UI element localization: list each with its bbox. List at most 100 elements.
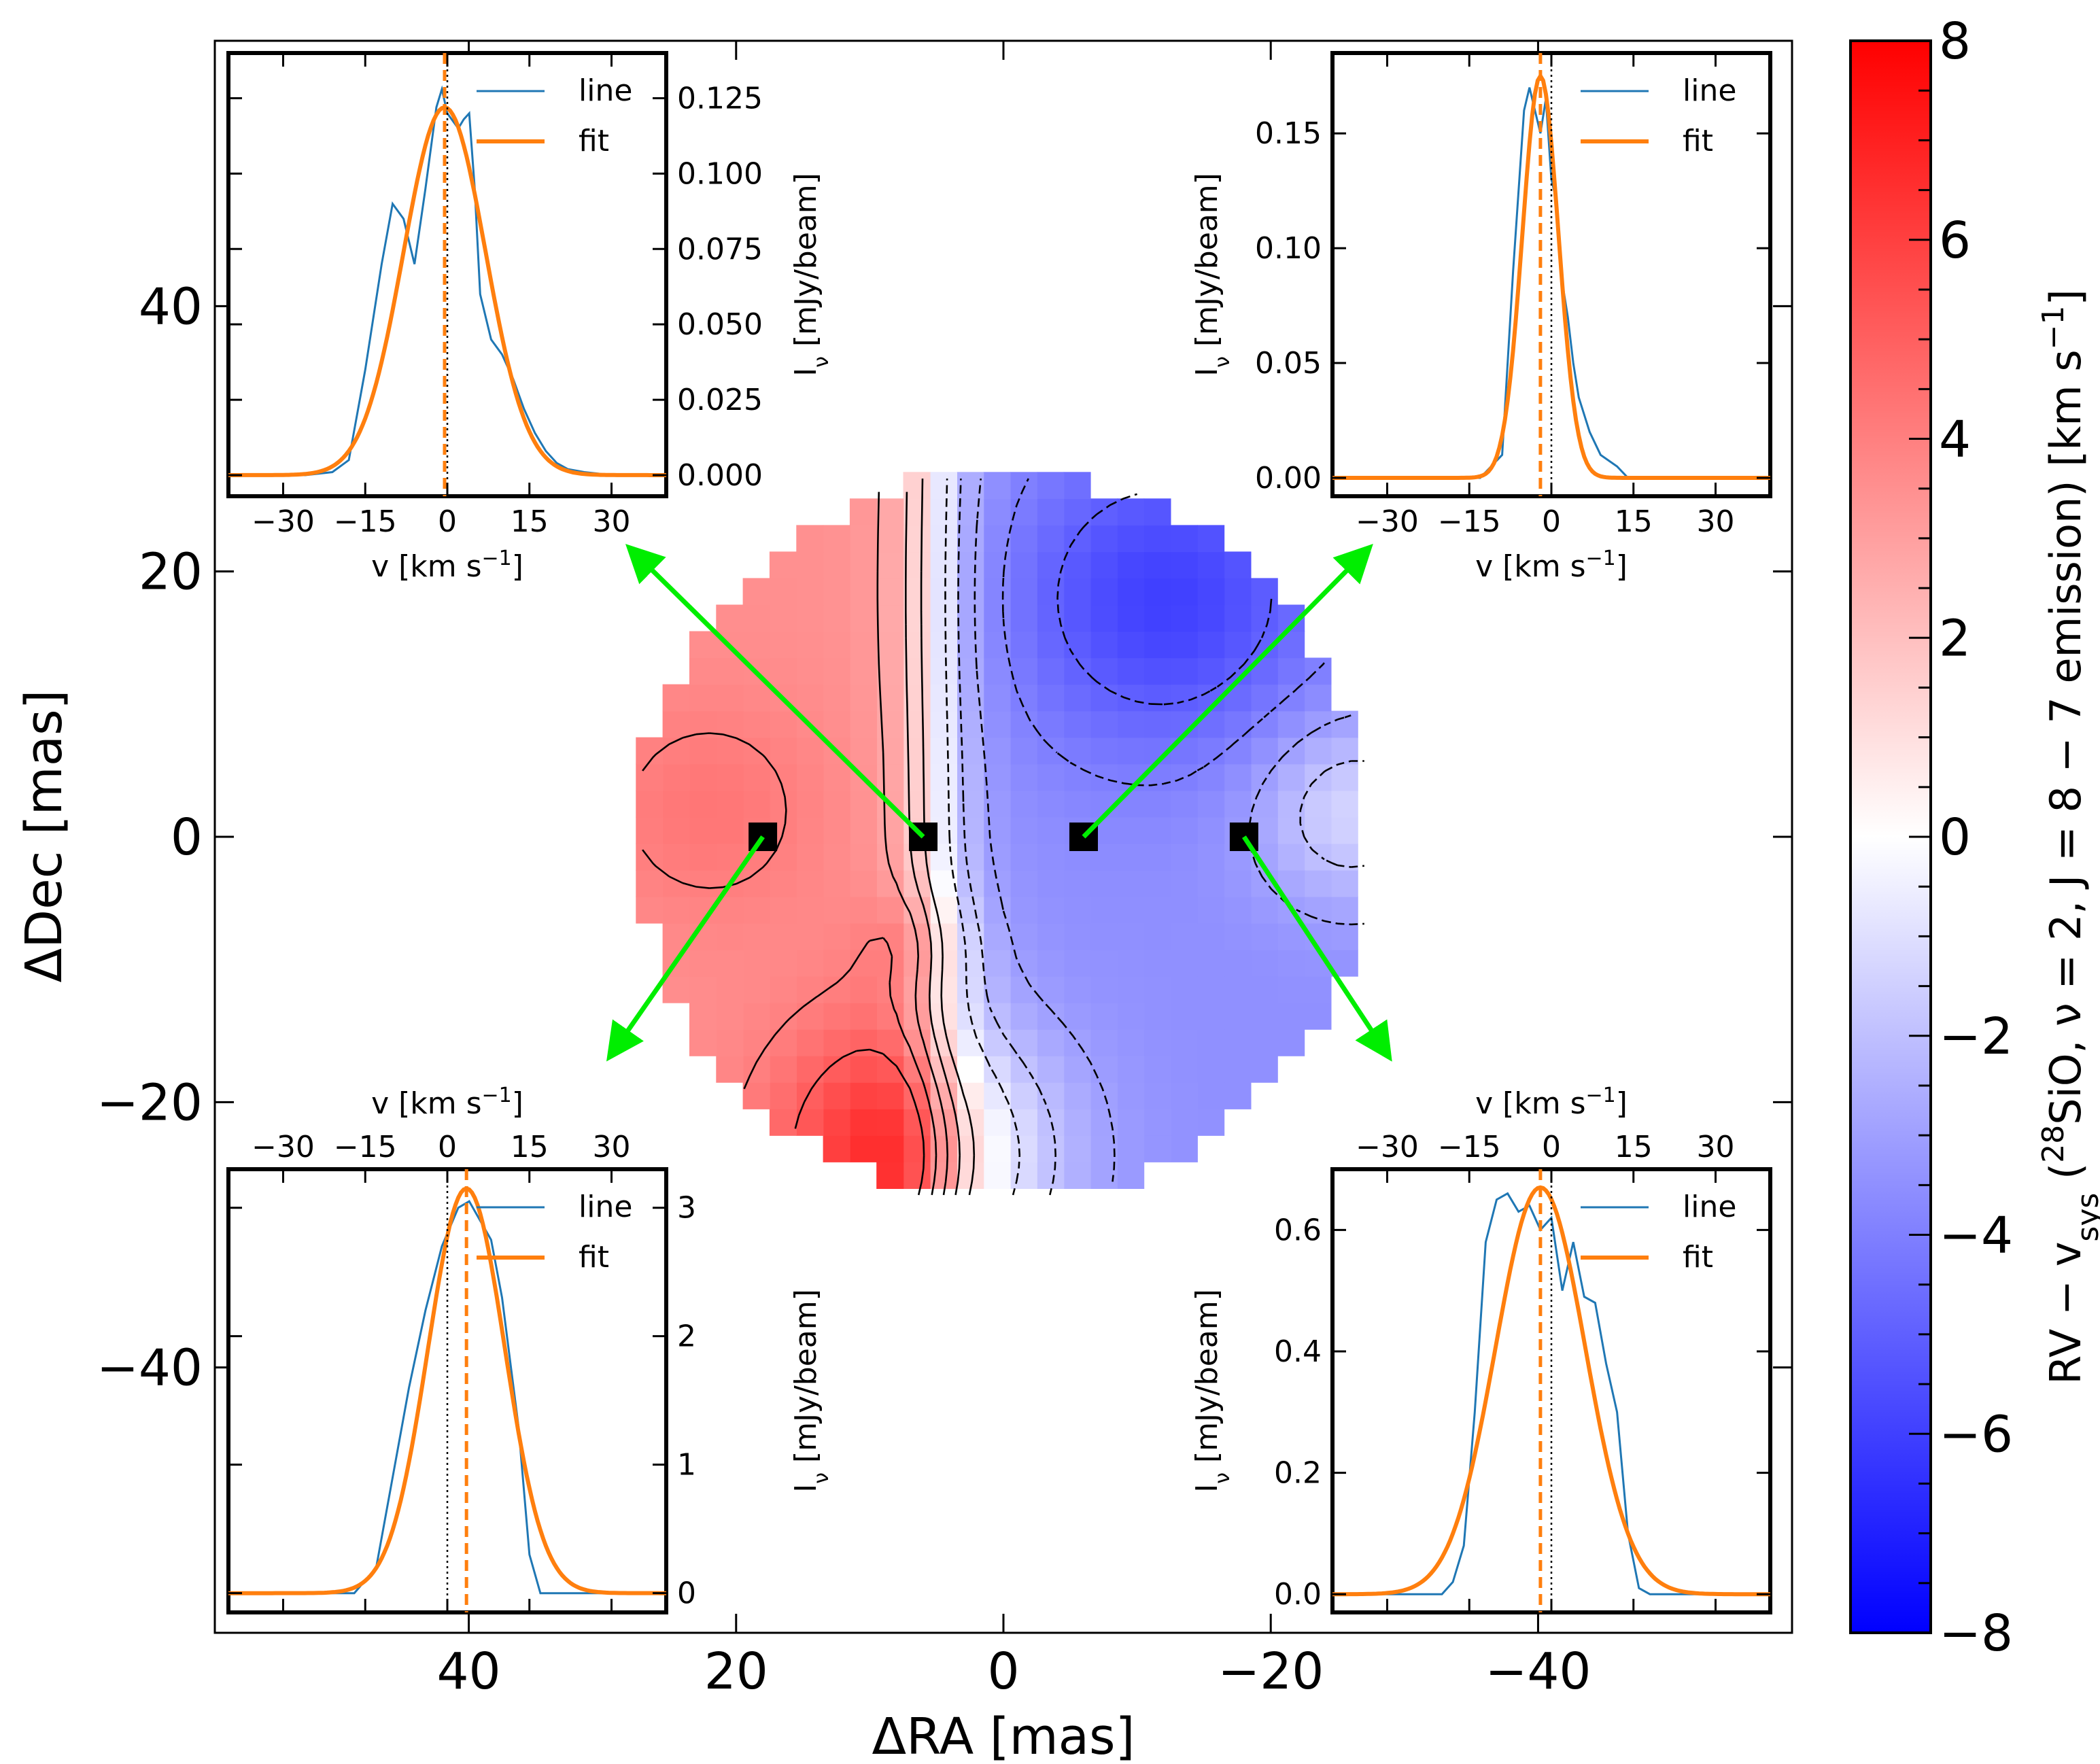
map-pixel bbox=[823, 896, 850, 924]
map-pixel bbox=[769, 790, 797, 818]
map-pixel bbox=[1037, 684, 1065, 712]
map-pixel bbox=[1170, 1109, 1198, 1136]
inset-x-label: v [km s−1] bbox=[371, 1084, 523, 1122]
map-pixel bbox=[849, 790, 877, 818]
map-pixel bbox=[1304, 684, 1332, 712]
inset-y-tick-label: 0.6 bbox=[1274, 1213, 1322, 1247]
map-pixel bbox=[983, 1082, 1011, 1109]
map-pixel bbox=[1063, 1162, 1091, 1189]
map-pixel bbox=[1063, 578, 1091, 606]
map-pixel bbox=[1117, 737, 1145, 765]
map-pixel bbox=[796, 1082, 824, 1109]
map-pixel bbox=[742, 869, 770, 897]
map-pixel bbox=[769, 869, 797, 897]
map-pixel bbox=[716, 763, 744, 791]
map-pixel bbox=[1010, 657, 1037, 685]
inset-top-right: line fit −30 −15 0 15 30 v [km s−1] 0.00 0.05 0.10… bbox=[1190, 51, 1772, 584]
map-pixel bbox=[1037, 763, 1065, 791]
legend-fit-label: fit bbox=[1683, 1240, 1713, 1275]
map-pixel bbox=[1304, 896, 1332, 924]
inset-y-tick-label: 0.025 bbox=[677, 383, 763, 417]
map-pixel bbox=[957, 737, 984, 765]
map-pixel bbox=[1197, 657, 1225, 685]
map-pixel bbox=[1170, 1056, 1198, 1083]
map-pixel bbox=[636, 869, 664, 897]
map-pixel bbox=[1010, 763, 1037, 791]
map-pixel bbox=[1063, 1082, 1091, 1109]
inset-fit-series bbox=[1332, 1185, 1770, 1597]
map-pixel bbox=[849, 631, 877, 659]
map-pixel bbox=[1197, 922, 1225, 950]
map-pixel bbox=[849, 657, 877, 685]
map-pixel bbox=[849, 551, 877, 579]
map-pixel bbox=[769, 949, 797, 977]
map-pixel bbox=[1090, 1029, 1118, 1056]
inset-y-tick-label: 0.075 bbox=[677, 232, 763, 266]
map-pixel bbox=[957, 1135, 984, 1162]
map-pixel bbox=[716, 737, 744, 765]
map-pixel bbox=[876, 498, 904, 526]
map-pixel bbox=[823, 684, 850, 712]
map-pixel bbox=[769, 710, 797, 738]
map-pixel bbox=[1250, 1029, 1278, 1056]
map-pixel bbox=[1170, 1082, 1198, 1109]
map-pixel bbox=[1090, 869, 1118, 897]
map-pixel bbox=[957, 657, 984, 685]
map-pixel bbox=[1010, 896, 1037, 924]
inset-top-left: line fit −30 −15 0 15 30 v [km s−1] 0.000 0.025 0.… bbox=[226, 51, 833, 584]
map-pixel bbox=[1330, 737, 1358, 765]
map-pixel bbox=[1010, 1003, 1037, 1030]
map-pixel bbox=[769, 737, 797, 765]
map-pixel bbox=[1117, 1056, 1145, 1083]
inset-x-tick-label: −15 bbox=[334, 1130, 397, 1164]
map-pixel bbox=[1090, 710, 1118, 738]
map-pixel bbox=[983, 472, 1011, 500]
inset-x-tick-label: 0 bbox=[438, 504, 457, 539]
inset-x-tick-label: 15 bbox=[511, 1130, 549, 1164]
map-pixel bbox=[983, 551, 1011, 579]
map-pixel bbox=[983, 896, 1011, 924]
inset-y-tick-label: 1 bbox=[677, 1448, 696, 1483]
inset-x-tick-label: −30 bbox=[252, 1130, 315, 1164]
map-pixel bbox=[1143, 763, 1171, 791]
map-pixel bbox=[983, 657, 1011, 685]
map-pixel bbox=[849, 1135, 877, 1162]
inset-y-label: Iν [mJy/beam] bbox=[1190, 173, 1235, 377]
inset-x-tick-label: 0 bbox=[438, 1130, 457, 1164]
map-pixel bbox=[876, 1109, 904, 1136]
map-pixel bbox=[796, 604, 824, 632]
map-pixel bbox=[929, 737, 957, 765]
map-pixel bbox=[689, 816, 717, 844]
map-pixel bbox=[1010, 816, 1037, 844]
map-pixel bbox=[929, 604, 957, 632]
map-pixel bbox=[929, 1135, 957, 1162]
map-pixel bbox=[983, 604, 1011, 632]
map-pixel bbox=[1037, 1109, 1065, 1136]
map-pixel bbox=[1037, 1056, 1065, 1083]
map-pixel bbox=[1197, 816, 1225, 844]
map-pixel bbox=[1117, 949, 1145, 977]
main-y-tick-label: −20 bbox=[97, 1073, 203, 1132]
map-pixel bbox=[1117, 710, 1145, 738]
map-pixel bbox=[1037, 578, 1065, 606]
map-pixel bbox=[716, 1056, 744, 1083]
map-pixel bbox=[636, 790, 664, 818]
map-pixel bbox=[1037, 525, 1065, 553]
map-pixel bbox=[742, 975, 770, 1003]
map-pixel bbox=[1117, 975, 1145, 1003]
map-pixel bbox=[876, 657, 904, 685]
map-pixel bbox=[742, 922, 770, 950]
map-pixel bbox=[957, 790, 984, 818]
map-pixel bbox=[876, 763, 904, 791]
map-pixel bbox=[716, 816, 744, 844]
inset-y-tick-label: 0 bbox=[677, 1576, 696, 1611]
map-pixel bbox=[1037, 922, 1065, 950]
map-pixel bbox=[1063, 525, 1091, 553]
map-pixel bbox=[1170, 657, 1198, 685]
map-pixel bbox=[1010, 922, 1037, 950]
map-pixel bbox=[1250, 578, 1278, 606]
map-pixel bbox=[849, 604, 877, 632]
map-pixel bbox=[1250, 737, 1278, 765]
map-pixel bbox=[983, 922, 1011, 950]
map-pixel bbox=[1090, 631, 1118, 659]
